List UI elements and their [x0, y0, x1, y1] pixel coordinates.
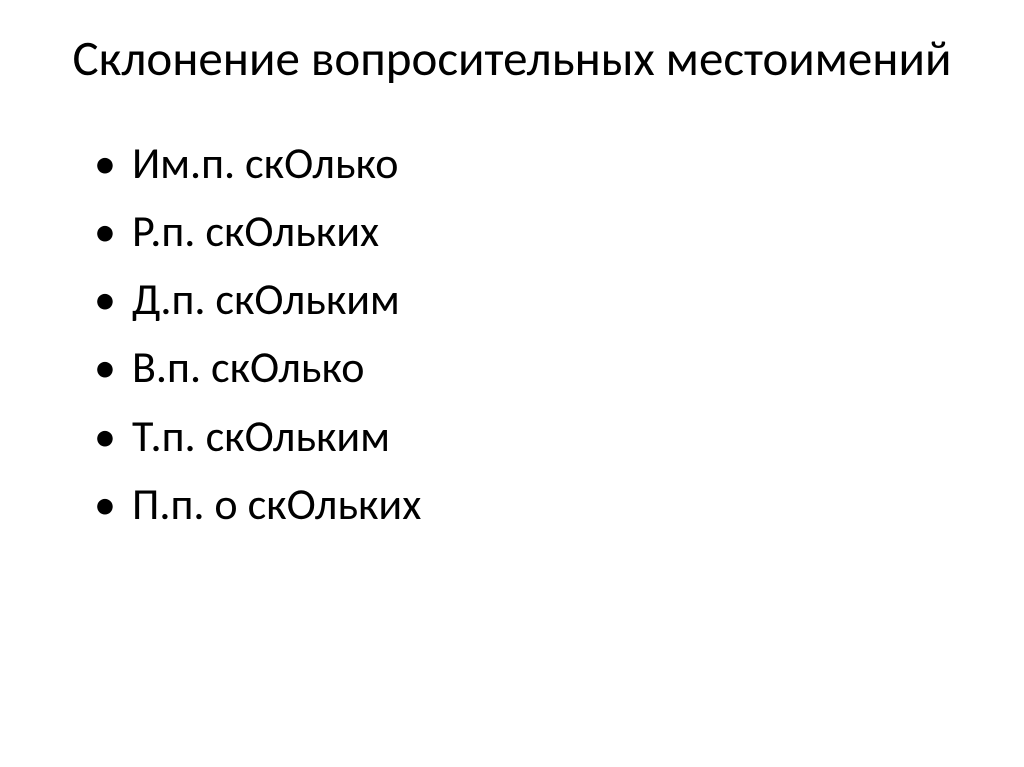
declension-list: Им.п. скОлько Р.п. скОльких Д.п. скОльки…: [60, 129, 964, 538]
slide-title: Склонение вопросительных местоимений: [60, 30, 964, 89]
slide: Склонение вопросительных местоимений Им.…: [0, 0, 1024, 767]
list-item: В.п. скОлько: [132, 333, 964, 401]
list-item: Д.п. скОльким: [132, 265, 964, 333]
list-item: Р.п. скОльких: [132, 197, 964, 265]
list-item: Им.п. скОлько: [132, 129, 964, 197]
list-item: Т.п. скОльким: [132, 402, 964, 470]
list-item: П.п. о скОльких: [132, 470, 964, 538]
